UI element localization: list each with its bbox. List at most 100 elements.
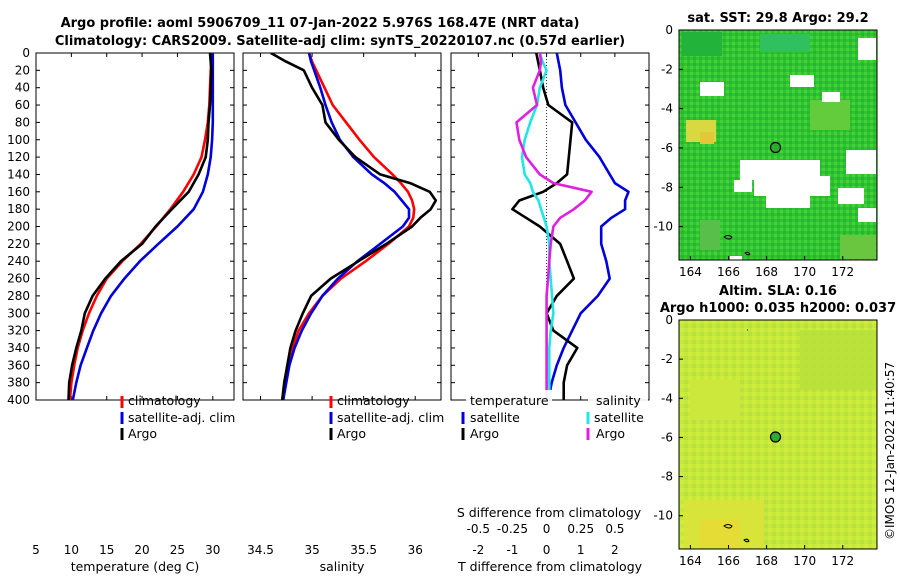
sla-map: [678, 319, 878, 550]
depth-tick-label: 60: [15, 98, 30, 112]
depth-tick-label: 180: [7, 202, 30, 216]
salinity-legend: climatology satellite-adj. clim Argo: [329, 393, 444, 441]
depth-tick-label: 220: [7, 237, 30, 251]
depth-tick-label: 400: [7, 393, 30, 407]
profile-lines: [67, 53, 630, 400]
map-y-tick-label: -8: [661, 470, 673, 484]
map-y-tick-label: -10: [653, 220, 673, 234]
sst-coastline: [723, 235, 751, 256]
depth-tick-label: 0: [22, 46, 30, 60]
sla-map-title-line2: Argo h1000: 0.035 h2000: 0.037: [660, 301, 896, 316]
map-y-tick-label: -2: [661, 62, 673, 76]
difference-line-temperature-argo: [511, 53, 579, 400]
imos-timestamp: ©IMOS 12-Jan-2022 11:40:57: [883, 362, 897, 540]
temperature-panel-frame: [35, 52, 235, 401]
depth-tick-label: 360: [7, 358, 30, 372]
sst-map: [678, 29, 878, 261]
depth-tick-label: 280: [7, 289, 30, 303]
x-tick-label: 10: [64, 543, 79, 557]
legend-label-argo: Argo: [337, 426, 366, 441]
temperature-xlabel: temperature (deg C): [71, 559, 200, 574]
salinity-series-group: [270, 53, 438, 400]
legend-label-climatology: climatology: [337, 393, 410, 408]
difference-line-temperature-satellite: [547, 53, 630, 400]
map-y-tick-label: -10: [653, 509, 673, 523]
map-x-tick-label: 164: [679, 265, 702, 279]
map-x-tick-label: 170: [793, 265, 816, 279]
x-tick-label: 35: [304, 543, 319, 557]
x-tick-label: 34.5: [247, 543, 274, 557]
map-x-tick-label: 166: [717, 265, 740, 279]
map-x-tick-label: 170: [793, 554, 816, 568]
sst-missing-data: [700, 82, 724, 96]
x-axes: 5 10 15 20 25 30 34.5 35 35.5 36 -2 -1 0 1 2 -0.5 -0.25 0…: [32, 53, 624, 557]
difference-legend-salinity: salinity satellite Argo: [586, 390, 648, 444]
legend-title-temperature: temperature: [470, 393, 549, 408]
depth-tick-label: 160: [7, 185, 30, 199]
depth-tick-label: 120: [7, 150, 30, 164]
map-x-tick-label: 164: [679, 554, 702, 568]
salinity-xlabel: salinity: [320, 559, 365, 574]
map-y-tick-label: 0: [665, 23, 673, 37]
depth-tick-label: 80: [15, 115, 30, 129]
depth-tick-label: 140: [7, 167, 30, 181]
sla-map-axes: 164 166 168 170 172 0 -2 -4 -6 -8 -10: [653, 313, 854, 568]
legend-label-argo: Argo: [128, 426, 157, 441]
difference-xlabel: T difference from climatology: [457, 559, 643, 574]
temperature-line-climatology: [68, 53, 214, 400]
salinity-line-satellite-adj-clim: [281, 53, 411, 400]
depth-axis: 0 20 40 60 80 100 120 140 160 180 200 220 240 260 280 3…: [7, 46, 649, 407]
legend-label-satellite: satellite-adj. clim: [337, 410, 444, 425]
map-y-tick-label: -6: [661, 141, 673, 155]
sla-coastline: [723, 329, 750, 543]
map-x-tick-label: 166: [717, 554, 740, 568]
depth-tick-label: 300: [7, 306, 30, 320]
legend-title-salinity: salinity: [596, 393, 641, 408]
s-diff-tick-label: -0.5: [467, 522, 490, 536]
legend-label-satellite: satellite: [594, 410, 644, 425]
x-tick-label: -1: [506, 543, 518, 557]
sla-argo-location: [769, 431, 782, 443]
sst-map-axes: 164 166 168 170 172 0 -2 -4 -6 -8 -10: [653, 23, 854, 279]
temperature-line-satellite-adj-clim: [71, 53, 215, 400]
sst-argo-location: [769, 141, 782, 154]
x-tick-label: 2: [611, 543, 619, 557]
difference-series-group: [511, 53, 630, 400]
s-diff-tick-label: 0: [543, 522, 551, 536]
depth-tick-label: 200: [7, 220, 30, 234]
x-tick-label: 35.5: [350, 543, 377, 557]
x-tick-label: 36: [408, 543, 423, 557]
difference-legend-temperature: temperature satellite Argo: [461, 390, 552, 444]
legend-label-satellite: satellite-adj. clim: [128, 410, 235, 425]
depth-tick-label: 260: [7, 272, 30, 286]
s-diff-tick-label: 0.5: [605, 522, 624, 536]
depth-tick-label: 320: [7, 324, 30, 338]
sst-map-title: sat. SST: 29.8 Argo: 29.2: [687, 11, 868, 26]
salinity-line-climatology: [281, 53, 416, 400]
depth-tick-label: 20: [15, 63, 30, 77]
depth-tick-label: 340: [7, 341, 30, 355]
temperature-line-argo: [67, 53, 213, 400]
map-y-tick-label: -6: [661, 430, 673, 444]
x-tick-label: 30: [205, 543, 220, 557]
map-x-tick-label: 172: [831, 554, 854, 568]
legend-label-argo: Argo: [470, 426, 499, 441]
x-tick-label: 0: [543, 543, 551, 557]
map-y-tick-label: -4: [661, 102, 673, 116]
map-y-tick-label: 0: [665, 313, 673, 327]
difference-top-label: S difference from climatology: [457, 505, 642, 520]
difference-line-salinity-argo: [515, 53, 593, 400]
x-tick-label: -2: [472, 543, 484, 557]
x-tick-label: 20: [134, 543, 149, 557]
s-diff-tick-label: 0.25: [567, 522, 594, 536]
s-diff-tick-label: -0.25: [497, 522, 528, 536]
temperature-legend: climatology satellite-adj. clim Argo: [120, 393, 235, 441]
x-tick-label: 5: [32, 543, 40, 557]
sla-map-title-line1: Altim. SLA: 0.16: [719, 284, 837, 299]
x-tick-label: 25: [170, 543, 185, 557]
temperature-series-group: [67, 53, 215, 400]
x-tick-label: 15: [99, 543, 114, 557]
map-y-tick-label: -4: [661, 391, 673, 405]
x-tick-label: 1: [577, 543, 585, 557]
map-y-tick-label: -8: [661, 180, 673, 194]
